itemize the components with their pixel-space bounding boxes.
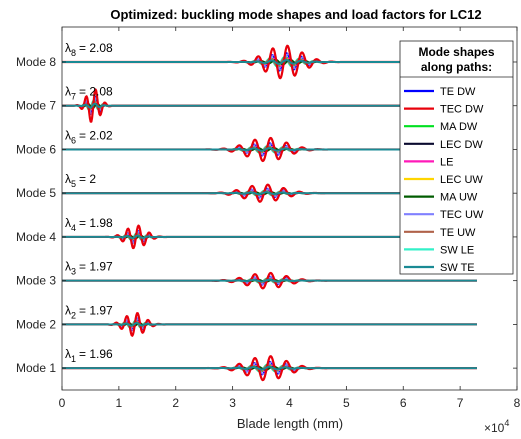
lambda-symbol: λ [65,85,71,99]
legend-entry-label: SW LE [440,244,474,256]
x-tick-label: 3 [229,396,236,410]
mode-2-trace-sw-te [61,322,478,327]
load-factor-label: λ8 = 2.08 [65,41,113,58]
lambda-subscript: 3 [71,267,76,277]
legend-entry-label: LEC UW [440,174,483,186]
legend-entry-label: TE UW [440,227,476,239]
x-axis-exponent-power: 4 [504,418,509,428]
x-tick-label: 4 [286,396,293,410]
load-factor-label: λ2 = 1.97 [65,303,113,320]
lambda-symbol: λ [65,260,71,274]
legend-entry-label: LE [440,156,453,168]
load-factor-label: λ7 = 2.08 [65,85,113,102]
legend-entry-label: TEC DW [440,104,484,116]
mode-1-trace-sw-te [61,365,478,371]
legend-entry-label: MA DW [440,121,478,133]
lambda-symbol: λ [65,347,71,361]
lambda-value: = 1.97 [79,260,113,274]
lambda-symbol: λ [65,303,71,317]
lambda-value: = 2.08 [79,41,113,55]
x-axis: 0 1 2 3 4 5 6 7 8 [59,27,521,410]
lambda-value: = 2 [79,172,96,186]
x-axis-label: Blade length (mm) [237,416,343,431]
x-tick-label: 0 [59,396,66,410]
y-tick-label: Mode 8 [16,55,56,69]
lambda-symbol: λ [65,128,71,142]
lambda-value: = 1.96 [79,347,113,361]
lambda-value: = 2.02 [79,128,113,142]
lambda-subscript: 8 [71,48,76,58]
x-tick-label: 8 [514,396,521,410]
x-tick-label: 5 [343,396,350,410]
legend-entry-label: TE DW [440,86,476,98]
lambda-value: = 1.98 [79,216,113,230]
x-tick-label: 6 [400,396,407,410]
load-factor-label: λ6 = 2.02 [65,128,113,145]
lambda-subscript: 6 [71,135,76,145]
x-tick-label: 2 [172,396,179,410]
legend-entry-label: TEC UW [440,209,484,221]
load-factor-label: λ3 = 1.97 [65,260,113,277]
legend-entry-label: LEC DW [440,139,483,151]
legend-entry-label: MA UW [440,192,478,204]
y-tick-label: Mode 7 [16,99,56,113]
lambda-symbol: λ [65,172,71,186]
legend-box [399,40,514,275]
x-axis-exponent-base: ×10 [484,421,505,435]
x-tick-label: 7 [457,396,464,410]
load-factor-label: λ1 = 1.96 [65,347,113,364]
y-tick-label: Mode 2 [16,317,56,331]
lambda-symbol: λ [65,216,71,230]
lambda-subscript: 5 [71,179,76,189]
x-tick-label: 1 [116,396,123,410]
x-axis-exponent: ×104 [484,418,509,435]
y-tick-label: Mode 3 [16,274,56,288]
lambda-subscript: 4 [71,223,76,233]
lambda-subscript: 1 [71,354,76,364]
lambda-subscript: 2 [71,310,76,320]
legend-title-line2: along paths: [421,60,492,74]
lambda-value: = 1.97 [79,303,113,317]
load-factor-label: λ4 = 1.98 [65,216,113,233]
mode-3-trace-sw-te [61,278,478,283]
y-tick-label: Mode 4 [16,230,56,244]
legend-entry-label: SW TE [440,262,475,274]
load-factor-label: λ5 = 2 [65,172,96,189]
lambda-subscript: 7 [71,92,76,102]
y-tick-label: Mode 1 [16,361,56,375]
lambda-symbol: λ [65,41,71,55]
chart-title: Optimized: buckling mode shapes and load… [110,7,481,22]
lambda-value: = 2.08 [79,85,113,99]
y-tick-label: Mode 5 [16,186,56,200]
y-tick-label: Mode 6 [16,142,56,156]
y-axis: Mode 1 Mode 2 Mode 3 Mode 4 Mode 5 Mode 6 Mode… [16,55,517,375]
legend-title-line1: Mode shapes [418,45,494,59]
